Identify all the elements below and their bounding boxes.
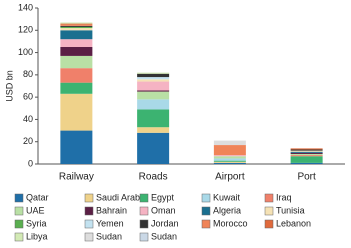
legend-label: Syria bbox=[26, 218, 47, 228]
bar-segment bbox=[60, 23, 93, 25]
x-tick-label: Airport bbox=[215, 172, 245, 183]
legend-swatch bbox=[264, 206, 274, 216]
bar-segment bbox=[137, 99, 170, 110]
y-tick-label: 80 bbox=[23, 69, 33, 79]
legend-swatch bbox=[84, 206, 94, 216]
legend-swatch bbox=[14, 193, 24, 203]
y-tick-label: 20 bbox=[23, 136, 33, 146]
bar-segment bbox=[137, 81, 170, 91]
y-tick-label: 60 bbox=[23, 92, 33, 102]
bar-segment bbox=[213, 156, 246, 159]
x-tick-label: Roads bbox=[139, 172, 168, 183]
bar-segment bbox=[213, 145, 246, 156]
bar-segment bbox=[213, 155, 246, 157]
bar-segment bbox=[137, 73, 170, 78]
bar-segment bbox=[60, 25, 93, 27]
bar-segment bbox=[60, 130, 93, 164]
legend-swatch bbox=[139, 232, 149, 242]
bar-segment bbox=[213, 160, 246, 162]
legend-label: Algeria bbox=[213, 205, 241, 215]
y-axis-label: USD bn bbox=[4, 70, 14, 102]
bar-segment bbox=[60, 24, 93, 26]
legend-swatch bbox=[139, 193, 149, 203]
bar-segment bbox=[290, 149, 323, 151]
legend-label: Tunisia bbox=[276, 205, 305, 215]
bar-segment bbox=[60, 55, 93, 69]
legend-label: Sudan bbox=[151, 231, 177, 241]
legend-swatch bbox=[264, 219, 274, 229]
bar-segment bbox=[290, 150, 323, 152]
bar-segment bbox=[213, 161, 246, 163]
bar-segment bbox=[137, 79, 170, 82]
legend-swatch bbox=[84, 232, 94, 242]
y-tick-label: 120 bbox=[18, 25, 33, 35]
legend-label: Oman bbox=[151, 205, 176, 215]
legend-swatch bbox=[139, 206, 149, 216]
legend-label: Lebanon bbox=[276, 218, 311, 228]
bar-segment bbox=[290, 148, 323, 150]
legend-swatch bbox=[264, 193, 274, 203]
y-tick-label: 140 bbox=[18, 2, 33, 12]
bar-segment bbox=[290, 156, 323, 163]
y-tick-label: 40 bbox=[23, 114, 33, 124]
bar-segment bbox=[290, 152, 323, 154]
x-tick-label: Port bbox=[297, 172, 316, 183]
legend-label: Jordan bbox=[151, 218, 179, 228]
legend-swatch bbox=[14, 206, 24, 216]
legend-label: Sudan bbox=[96, 231, 122, 241]
legend-label: Yemen bbox=[96, 218, 124, 228]
legend-swatch bbox=[201, 206, 211, 216]
bar-segment bbox=[60, 22, 93, 24]
bar-segment bbox=[60, 47, 93, 56]
bar-segment bbox=[290, 162, 323, 164]
bar-segment bbox=[137, 72, 170, 74]
legend-label: Iraq bbox=[276, 192, 292, 202]
bar-segment bbox=[137, 132, 170, 164]
bar-segment bbox=[290, 151, 323, 153]
bar-segment bbox=[60, 30, 93, 40]
legend-label: Saudi Arabia bbox=[96, 192, 147, 202]
legend-label: Qatar bbox=[26, 192, 49, 202]
bar-segment bbox=[60, 26, 93, 29]
bar-segment bbox=[213, 162, 246, 164]
bar-segment bbox=[60, 93, 93, 131]
legend-label: Kuwait bbox=[213, 192, 241, 202]
bar-segment bbox=[213, 158, 246, 161]
legend-label: Morocco bbox=[213, 218, 248, 228]
bar-segment bbox=[213, 140, 246, 146]
legend-label: Egypt bbox=[151, 192, 175, 202]
bar-segment bbox=[60, 82, 93, 94]
bar-segment bbox=[137, 77, 170, 80]
bar-segment bbox=[60, 68, 93, 83]
x-tick-label: Railway bbox=[59, 172, 94, 183]
bar-segment bbox=[137, 127, 170, 133]
legend-label: Bahrain bbox=[96, 205, 127, 215]
bar-segment bbox=[137, 109, 170, 128]
legend-swatch bbox=[139, 219, 149, 229]
legend-label: Libya bbox=[26, 231, 48, 241]
legend-swatch bbox=[84, 193, 94, 203]
bar-segment bbox=[60, 28, 93, 31]
bar-segment bbox=[290, 155, 323, 157]
legend-swatch bbox=[201, 193, 211, 203]
legend-label: UAE bbox=[26, 205, 45, 215]
bar-segment bbox=[60, 39, 93, 47]
y-tick-label: 0 bbox=[28, 158, 33, 168]
bar-segment bbox=[290, 153, 323, 156]
y-tick-label: 100 bbox=[18, 47, 33, 57]
bar-segment bbox=[137, 91, 170, 100]
legend-swatch bbox=[84, 219, 94, 229]
legend-swatch bbox=[14, 232, 24, 242]
bar-segment bbox=[137, 90, 170, 92]
legend-swatch bbox=[201, 219, 211, 229]
legend-swatch bbox=[14, 219, 24, 229]
